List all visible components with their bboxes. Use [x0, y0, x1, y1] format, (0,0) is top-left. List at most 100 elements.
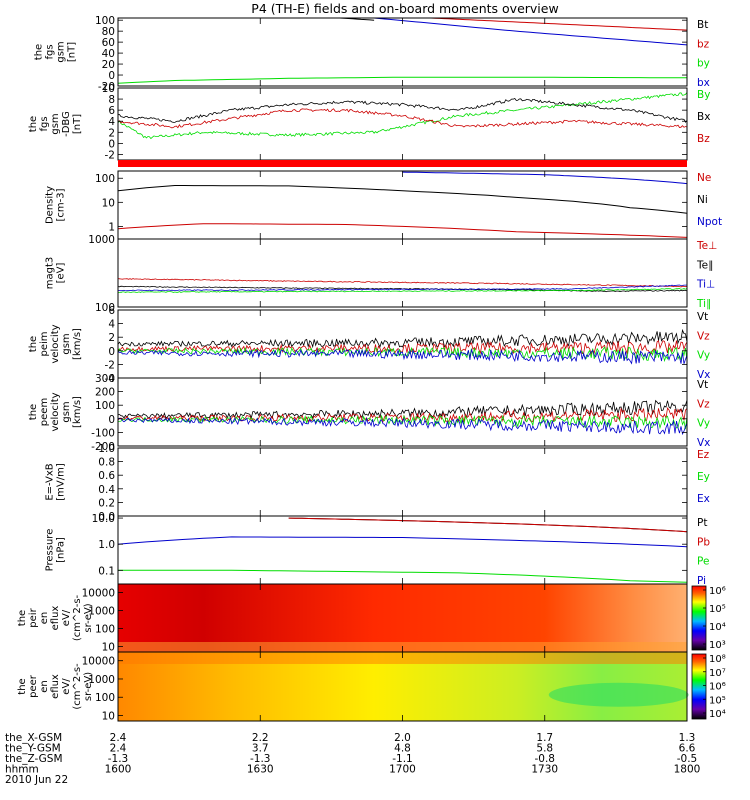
- ylabel-line: [km/s]: [72, 328, 83, 360]
- ytick-label: 10: [102, 197, 115, 209]
- legend-fgs_dbg-0: By: [697, 89, 710, 101]
- legend-temp-2: Ti⊥: [696, 279, 715, 291]
- ylabel-line: velocity: [50, 392, 61, 431]
- frame-temp: [117, 238, 688, 308]
- ylabel-line: eV/: [61, 609, 72, 626]
- footer-value: 4.8: [394, 743, 411, 755]
- ylabel-line: gsm: [61, 333, 72, 354]
- ytick-label: 100: [95, 302, 115, 314]
- series-pressure-2: [118, 569, 687, 583]
- colorbar-label: 10⁵: [709, 695, 726, 706]
- colorbar-label: 10⁶: [709, 682, 726, 693]
- legend-pressure-3: Pi: [697, 575, 706, 587]
- legend-temp-3: Ti∥: [696, 298, 711, 310]
- ylabel-line: the: [28, 404, 39, 420]
- ylabel-line: eV/: [61, 678, 72, 695]
- legend-efield-1: Ey: [697, 471, 710, 483]
- figure-title: P4 (TH-E) fields and on-board moments ov…: [251, 1, 558, 16]
- colorbar-peer: [691, 653, 707, 720]
- ytick-label: 100: [95, 15, 115, 27]
- ytick-label: 1000: [88, 674, 115, 686]
- ylabel-line: the: [28, 336, 39, 352]
- series-fgs-1: [430, 18, 687, 31]
- spectrogram-peir: [118, 584, 687, 652]
- series-velocity2-0: [118, 399, 687, 420]
- ytick-label: 0.4: [98, 484, 115, 496]
- footer-value: 1600: [105, 764, 132, 776]
- series-fgs_dbg-1: [118, 98, 687, 123]
- legend-density-2: Npot: [697, 216, 722, 228]
- frame-velocity2: [117, 377, 688, 447]
- ylabel-line: eflux: [50, 674, 61, 699]
- footer-value: 1730: [531, 764, 558, 776]
- ylabel-line: Pressure: [45, 529, 56, 572]
- footer-value: 1800: [674, 764, 701, 776]
- series-group-velocity2: [118, 399, 687, 436]
- colorbar-peir: [691, 585, 707, 651]
- ytick-label: 1.0: [98, 539, 115, 551]
- ytick-label: 0: [108, 414, 115, 426]
- footer-value: 1.3: [679, 732, 696, 744]
- ytick-label: 10: [102, 642, 115, 654]
- series-fgs_dbg-0: [118, 92, 687, 140]
- ytick-label: 100: [95, 692, 115, 704]
- ytick-label: 10.0: [92, 513, 115, 525]
- ylabel-line: the: [17, 610, 28, 626]
- ytick-label: 10000: [82, 588, 115, 600]
- ylabel-line: gsm: [56, 41, 67, 62]
- ytick-label: 100: [95, 624, 115, 636]
- ytick-label: 10000: [82, 656, 115, 668]
- footer-value: 2.0: [394, 732, 411, 744]
- legend-efield-2: Ex: [697, 493, 710, 505]
- legend-efield-0: Ez: [697, 449, 710, 461]
- ylabel-line: [cm-3]: [56, 188, 67, 221]
- panel-pressure: Pressure [nPa] 10.0 1.0 0.1 Pt Pb Pe Pi: [45, 513, 711, 587]
- ylabel-line: peem: [39, 398, 50, 426]
- series-group-density: [118, 171, 687, 238]
- colorbar-label: 10⁷: [709, 668, 726, 679]
- legend-pressure-1: Pb: [697, 536, 710, 548]
- series-group-pressure: [118, 517, 687, 583]
- panel-density: Density [cm-3] 100 10 1 Ne Ni Npot: [45, 170, 722, 240]
- footer: the_X-GSM 2.4 2.2 2.0 1.7 1.3 the_Y-GSM 2.4 3.7 4…: [5, 732, 700, 786]
- legend-velocity2-0: Vt: [697, 379, 708, 391]
- ytick-label: -2: [105, 359, 115, 371]
- footer-label: hhmm: [5, 764, 39, 776]
- ylabel-line: en: [39, 612, 50, 625]
- ylabel-line: fgs: [45, 44, 56, 59]
- footer-value: -1.3: [250, 753, 271, 765]
- spectrogram-core: [548, 682, 689, 707]
- footer-value: 3.7: [252, 743, 269, 755]
- footer-value: 2.4: [110, 743, 127, 755]
- ylabel-line: velocity: [50, 324, 61, 363]
- ytick-label: 1000: [88, 234, 115, 246]
- footer-value: 6.6: [679, 743, 696, 755]
- series-group-velocity1: [118, 328, 687, 365]
- series-fgs-2: [118, 76, 687, 84]
- series-velocity1-2: [118, 346, 687, 363]
- footer-label: the_Y-GSM: [5, 743, 61, 755]
- frame-density: [117, 170, 688, 240]
- ylabel-line: (cm^2-s-: [72, 663, 83, 710]
- ytick-label: 10: [102, 83, 115, 95]
- ytick-label: -4: [105, 373, 116, 385]
- ylabel-line: peir: [28, 607, 39, 627]
- footer-value: -0.8: [535, 753, 556, 765]
- series-density-1: [118, 185, 687, 214]
- ylabel-line: gsm: [61, 401, 72, 422]
- legend-velocity1-3: Vx: [697, 369, 710, 381]
- legend-fgs-1: bz: [697, 38, 710, 50]
- mode-flag-bar: [118, 160, 687, 167]
- ylabel-line: -DBG: [61, 111, 72, 137]
- ylabel-line: the: [34, 44, 45, 60]
- colorbar-label: 10⁴: [709, 622, 726, 633]
- legend-fgs-2: by: [697, 58, 710, 70]
- series-temp-0: [118, 278, 687, 288]
- ytick-label: 2: [108, 332, 115, 344]
- ylabel-line: [nT]: [67, 42, 78, 62]
- series-velocity1-3: [118, 348, 687, 365]
- ytick-label: -100: [91, 427, 115, 439]
- ylabel-line: [nT]: [72, 114, 83, 134]
- ytick-label: 0.1: [98, 565, 115, 577]
